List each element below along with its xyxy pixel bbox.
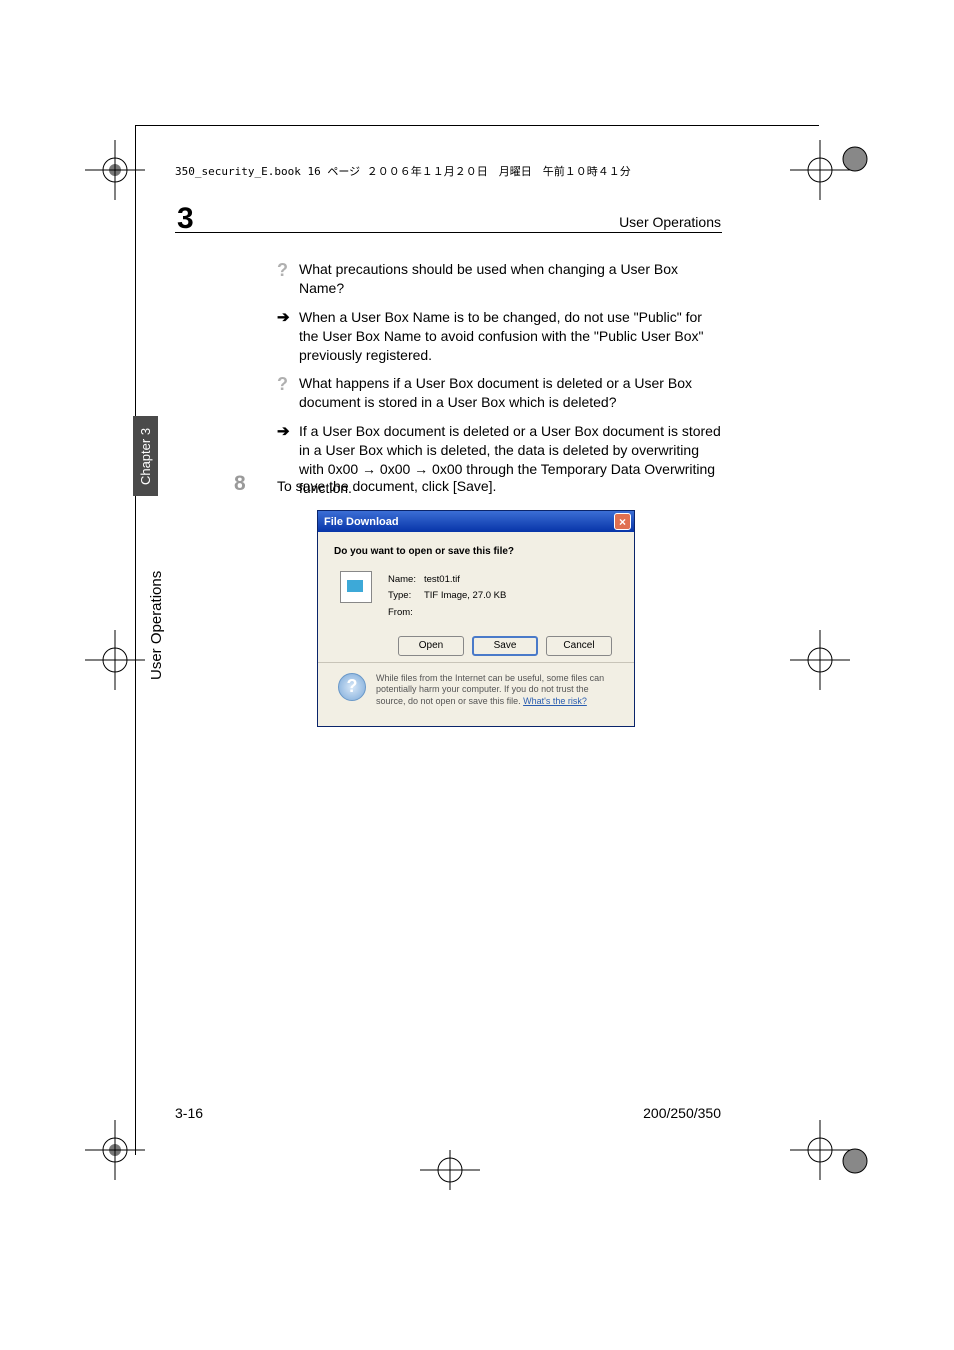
question-mark-icon: ?: [277, 260, 299, 298]
type-value: TIF Image, 27.0 KB: [424, 589, 506, 603]
question-text: What precautions should be used when cha…: [299, 260, 722, 298]
save-button[interactable]: Save: [472, 636, 538, 656]
question-item: ? What happens if a User Box document is…: [277, 374, 722, 412]
page-number: 3-16: [175, 1105, 203, 1121]
name-label: Name:: [388, 573, 422, 587]
dialog-prompt: Do you want to open or save this file?: [334, 546, 618, 557]
question-mark-icon: ?: [277, 374, 299, 412]
step-text: To save the document, click [Save].: [277, 472, 496, 496]
warning-text: While files from the Internet can be use…: [376, 673, 614, 708]
body-content: ? What precautions should be used when c…: [277, 260, 722, 508]
answer-item: ➔ When a User Box Name is to be changed,…: [277, 308, 722, 365]
from-label: From:: [388, 606, 422, 620]
running-header: 350_security_E.book 16 ページ ２００６年１１月２０日 月…: [175, 163, 631, 179]
dialog-title: File Download: [324, 516, 399, 528]
from-value: [424, 606, 506, 620]
header-rule: [175, 232, 722, 233]
shield-help-icon: ?: [338, 673, 366, 701]
type-label: Type:: [388, 589, 422, 603]
crop-dot-icon: [837, 1143, 873, 1179]
divider: [318, 662, 634, 663]
chapter-side-tab: Chapter 3: [133, 416, 158, 496]
file-type-icon: [340, 571, 372, 603]
name-value: test01.tif: [424, 573, 506, 587]
page-title: User Operations: [619, 214, 721, 230]
section-side-label: User Operations: [148, 571, 298, 680]
question-text: What happens if a User Box document is d…: [299, 374, 722, 412]
cancel-button[interactable]: Cancel: [546, 636, 612, 656]
crop-mark-icon: [420, 1150, 480, 1190]
chapter-number: 3: [177, 202, 194, 236]
dialog-titlebar: File Download ×: [318, 511, 634, 532]
step-number: 8: [234, 472, 277, 496]
arrow-right-icon: ➔: [277, 308, 299, 365]
model-number: 200/250/350: [643, 1105, 721, 1121]
answer-text: When a User Box Name is to be changed, d…: [299, 308, 722, 365]
step-item: 8 To save the document, click [Save].: [234, 472, 496, 496]
question-item: ? What precautions should be used when c…: [277, 260, 722, 298]
open-button[interactable]: Open: [398, 636, 464, 656]
whats-the-risk-link[interactable]: What's the risk?: [523, 696, 587, 706]
close-button[interactable]: ×: [614, 513, 631, 530]
file-download-dialog: File Download × Do you want to open or s…: [317, 510, 635, 727]
file-metadata: Name:test01.tif Type:TIF Image, 27.0 KB …: [386, 571, 508, 622]
crop-dot-icon: [837, 141, 873, 177]
